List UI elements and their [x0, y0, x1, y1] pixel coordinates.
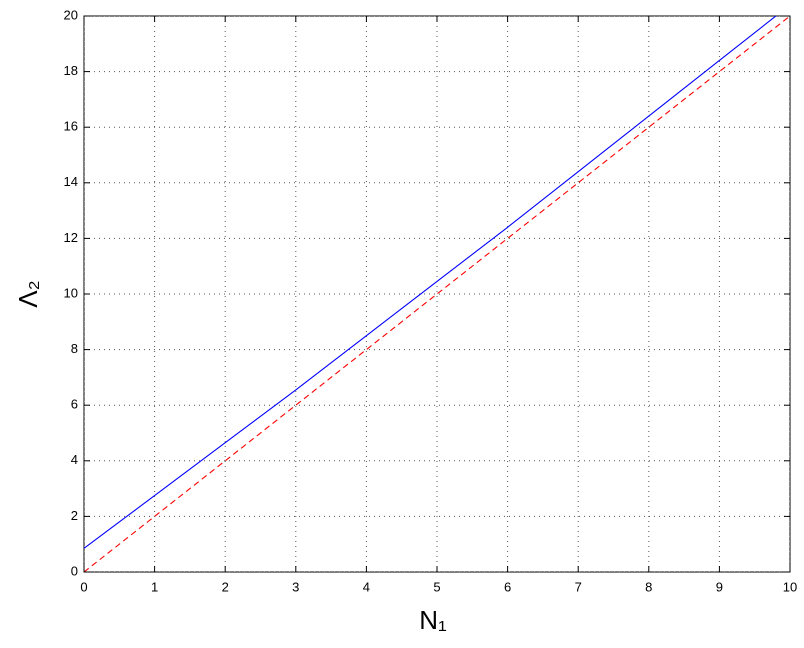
- y-tick-label: 0: [71, 563, 78, 578]
- x-tick-label: 7: [575, 579, 582, 594]
- y-tick-label: 8: [71, 341, 78, 356]
- x-tick-label: 8: [645, 579, 652, 594]
- plot-area: [84, 16, 790, 572]
- y-tick-label: 18: [64, 63, 78, 78]
- y-tick-label: 6: [71, 397, 78, 412]
- y-tick-label: 10: [64, 285, 78, 300]
- plot-frame: [83, 15, 791, 573]
- y-tick-label: 4: [71, 452, 78, 467]
- y-tick-label: 16: [64, 119, 78, 134]
- y-tick-label: 12: [64, 230, 78, 245]
- x-tick-label: 1: [151, 579, 158, 594]
- x-tick-label: 6: [504, 579, 511, 594]
- y-tick-label: 20: [64, 7, 78, 22]
- x-tick-label: 9: [716, 579, 723, 594]
- y-tick-label: 14: [64, 174, 78, 189]
- x-tick-label: 4: [363, 579, 370, 594]
- x-tick-label: 5: [433, 579, 440, 594]
- x-tick-label: 2: [222, 579, 229, 594]
- x-tick-label: 3: [292, 579, 299, 594]
- x-axis-label: N₁: [419, 605, 447, 635]
- x-tick-label: 10: [783, 579, 797, 594]
- series-line: [84, 16, 777, 549]
- x-tick-label: 0: [80, 579, 87, 594]
- y-axis-label: Λ₂: [13, 280, 43, 307]
- y-tick-label: 2: [71, 508, 78, 523]
